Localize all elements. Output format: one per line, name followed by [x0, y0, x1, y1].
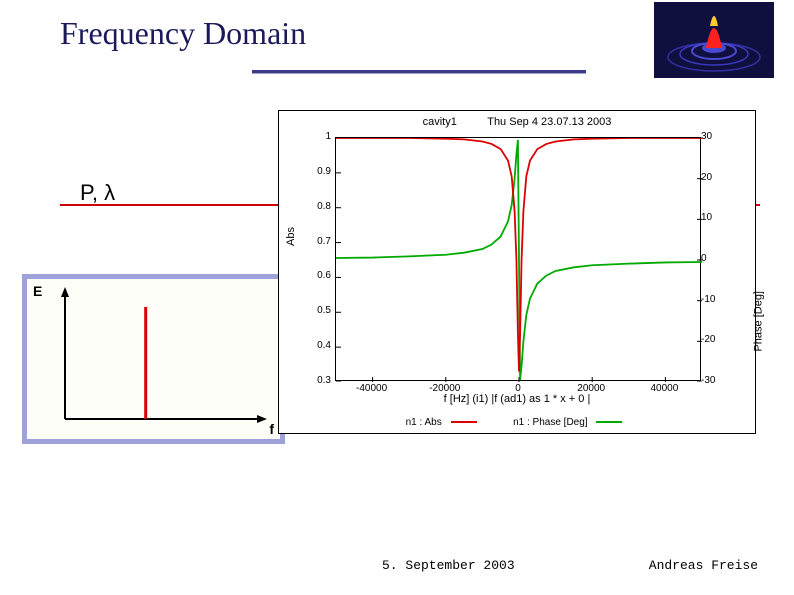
- legend-phase-label: n1 : Phase [Deg]: [513, 417, 588, 428]
- plot-area: [335, 137, 701, 381]
- inset-y-arrow: [61, 287, 69, 297]
- x-axis-label: f [Hz] (i1) |f (ad1) as 1 * x + 0 |: [279, 393, 755, 405]
- slide-title: Frequency Domain: [60, 15, 306, 52]
- inset-plot: [47, 283, 272, 433]
- spectrum-inset: E f: [22, 274, 285, 444]
- inset-x-arrow: [257, 415, 267, 423]
- title-underline: [252, 70, 586, 74]
- y-left-axis-label: Abs: [285, 227, 297, 246]
- legend-abs-label: n1 : Abs: [406, 417, 442, 428]
- plot-title-right: Thu Sep 4 23.07.13 2003: [487, 116, 611, 128]
- corner-thumbnail: [654, 2, 774, 78]
- footer-author: Andreas Freise: [649, 558, 758, 573]
- inset-spike: [144, 307, 147, 419]
- footer-date: 5. September 2003: [382, 558, 515, 573]
- legend-abs-swatch: [451, 421, 477, 423]
- y-right-axis-label: Phase [Deg]: [753, 291, 765, 352]
- plot-legend: n1 : Abs n1 : Phase [Deg]: [279, 417, 755, 428]
- plot-title-left: cavity1: [423, 116, 457, 128]
- plot-curves: [336, 138, 702, 382]
- plot-header: cavity1 Thu Sep 4 23.07.13 2003: [279, 116, 755, 128]
- legend-phase-swatch: [596, 421, 622, 423]
- inset-y-axis-label: E: [33, 283, 42, 299]
- laser-label: P, λ: [80, 180, 115, 206]
- cavity-response-plot: cavity1 Thu Sep 4 23.07.13 2003 Abs Phas…: [278, 110, 756, 434]
